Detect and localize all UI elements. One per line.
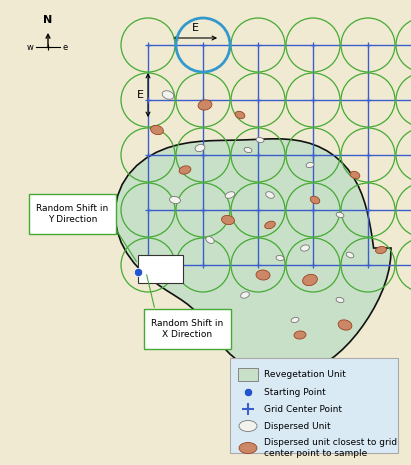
Ellipse shape bbox=[150, 126, 164, 135]
Ellipse shape bbox=[162, 91, 174, 100]
Ellipse shape bbox=[256, 138, 264, 143]
Ellipse shape bbox=[235, 111, 245, 119]
Ellipse shape bbox=[241, 292, 249, 298]
Ellipse shape bbox=[179, 166, 191, 174]
Ellipse shape bbox=[336, 213, 344, 218]
Text: E: E bbox=[192, 23, 199, 33]
Text: e: e bbox=[62, 42, 67, 52]
FancyBboxPatch shape bbox=[29, 194, 116, 234]
Ellipse shape bbox=[276, 255, 284, 260]
Ellipse shape bbox=[350, 171, 360, 179]
Ellipse shape bbox=[294, 331, 306, 339]
Ellipse shape bbox=[198, 100, 212, 110]
Text: Random Shift in
Y Direction: Random Shift in Y Direction bbox=[37, 204, 109, 225]
Text: w: w bbox=[27, 42, 34, 52]
FancyBboxPatch shape bbox=[144, 309, 231, 349]
Bar bbox=[138, 255, 183, 283]
Ellipse shape bbox=[346, 252, 354, 258]
Text: Starting Point: Starting Point bbox=[264, 387, 326, 397]
Ellipse shape bbox=[300, 245, 309, 251]
Bar bbox=[238, 368, 258, 381]
Ellipse shape bbox=[266, 192, 274, 198]
Ellipse shape bbox=[195, 144, 205, 152]
Ellipse shape bbox=[170, 196, 180, 204]
Ellipse shape bbox=[310, 196, 320, 204]
Ellipse shape bbox=[306, 162, 314, 167]
Text: Random Shift in
X Direction: Random Shift in X Direction bbox=[151, 319, 224, 339]
Ellipse shape bbox=[291, 318, 299, 323]
Ellipse shape bbox=[244, 147, 252, 153]
Ellipse shape bbox=[222, 215, 234, 225]
Ellipse shape bbox=[256, 270, 270, 280]
Ellipse shape bbox=[336, 298, 344, 303]
Text: Revegetation Unit: Revegetation Unit bbox=[264, 370, 346, 379]
Text: Dispersed Unit: Dispersed Unit bbox=[264, 421, 330, 431]
Ellipse shape bbox=[208, 324, 222, 332]
Ellipse shape bbox=[239, 420, 257, 432]
Text: Dispersed unit closest to grid
center point to sample: Dispersed unit closest to grid center po… bbox=[264, 438, 397, 458]
Ellipse shape bbox=[265, 221, 275, 229]
Text: E: E bbox=[137, 90, 144, 100]
Ellipse shape bbox=[225, 192, 235, 198]
Ellipse shape bbox=[239, 443, 257, 453]
FancyBboxPatch shape bbox=[230, 358, 398, 453]
Text: N: N bbox=[44, 15, 53, 25]
Text: Grid Center Point: Grid Center Point bbox=[264, 405, 342, 413]
Ellipse shape bbox=[302, 274, 317, 286]
Polygon shape bbox=[115, 139, 391, 376]
Ellipse shape bbox=[338, 320, 352, 330]
Ellipse shape bbox=[376, 246, 386, 253]
Ellipse shape bbox=[206, 237, 214, 244]
